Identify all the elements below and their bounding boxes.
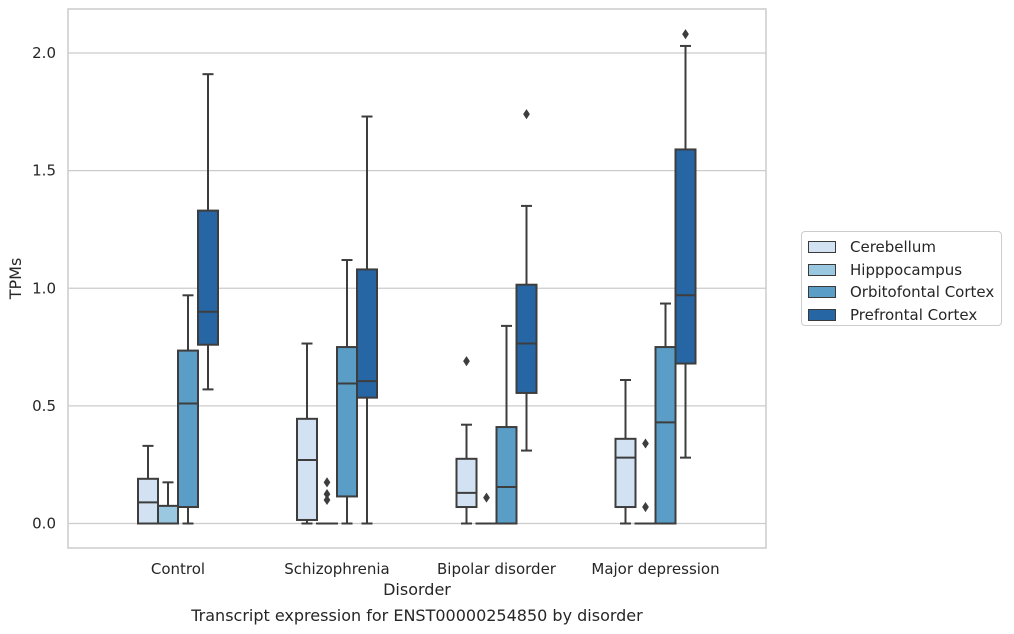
outlier-point — [323, 477, 331, 488]
y-tick-label: 2.0 — [32, 44, 56, 62]
outlier-point — [523, 109, 530, 120]
outlier-point — [323, 494, 331, 506]
y-tick-label: 1.0 — [32, 279, 56, 297]
legend-label: Prefrontal Cortex — [850, 305, 978, 324]
box-1-0 — [296, 342, 318, 525]
box-1-1 — [316, 477, 338, 525]
legend-item: Prefrontal Cortex — [808, 304, 1001, 327]
box-1-3 — [356, 115, 378, 525]
x-tick-label: Schizophrenia — [284, 560, 389, 578]
outlier-point — [642, 438, 649, 449]
legend-label: Cerebellum — [850, 238, 936, 257]
iqr-box — [356, 268, 378, 399]
iqr-box — [455, 457, 478, 509]
legend: Cerebellum Hipppocampus Orbitofontal Corte… — [801, 231, 1002, 326]
x-axis-label: Disorder — [383, 580, 451, 599]
iqr-box — [137, 477, 159, 525]
iqr-box — [654, 346, 677, 525]
legend-swatch — [808, 308, 836, 321]
iqr-box — [177, 349, 199, 509]
box-3-3 — [674, 29, 697, 459]
box-groups — [137, 29, 697, 525]
y-tick-labels: 0.0 0.5 1.0 1.5 2.0 — [32, 44, 56, 533]
box-3-1 — [634, 438, 657, 525]
iqr-box — [197, 209, 219, 346]
outlier-point — [682, 29, 689, 40]
box-1-2 — [336, 259, 358, 525]
legend-label: Orbitofontal Cortex — [850, 283, 995, 302]
box-2-3 — [515, 109, 538, 452]
outlier-point — [463, 356, 470, 367]
plot-frame — [67, 8, 767, 549]
y-tick-label: 1.5 — [32, 162, 56, 180]
box-0-0 — [137, 444, 159, 525]
outlier-point — [323, 489, 331, 500]
box-2-2 — [495, 324, 518, 525]
box-2-0 — [455, 356, 478, 525]
legend-item: Hipppocampus — [808, 259, 1001, 282]
y-axis-label: TPMs — [6, 258, 25, 301]
x-tick-label: Control — [151, 560, 205, 578]
legend-swatch — [808, 286, 836, 299]
legend-swatch — [808, 263, 836, 276]
chart-caption: Transcript expression for ENST0000025485… — [191, 606, 643, 625]
x-tick-labels: Control Schizophrenia Bipolar disorder Majo… — [151, 560, 720, 578]
y-tick-label: 0.5 — [32, 397, 56, 415]
iqr-box — [336, 346, 358, 498]
iqr-box — [495, 426, 518, 525]
box-3-2 — [654, 302, 677, 525]
legend-item: Orbitofontal Cortex — [808, 281, 1001, 304]
x-tick-label: Major depression — [591, 560, 719, 578]
iqr-box — [515, 283, 538, 394]
x-tick-label: Bipolar disorder — [437, 560, 557, 578]
box-0-3 — [197, 73, 219, 391]
outlier-point — [642, 501, 649, 513]
outlier-point — [483, 492, 490, 503]
box-0-1 — [157, 481, 179, 525]
iqr-box — [674, 148, 697, 365]
legend-swatch — [808, 241, 836, 254]
y-tick-label: 0.0 — [32, 515, 56, 533]
legend-label: Hipppocampus — [850, 260, 963, 279]
iqr-box — [296, 417, 318, 521]
box-0-2 — [177, 294, 199, 525]
box-3-0 — [614, 378, 637, 525]
legend-item: Cerebellum — [808, 236, 1001, 259]
iqr-box — [157, 504, 179, 525]
box-2-1 — [475, 492, 498, 525]
iqr-box — [614, 437, 637, 509]
